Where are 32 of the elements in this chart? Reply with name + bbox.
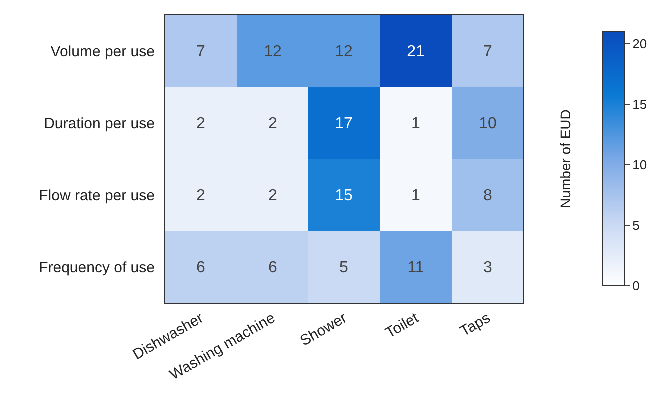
color-bar-title: Number of EUD [557, 110, 574, 208]
data-label: 21 [407, 44, 425, 61]
x-tick-label: Taps [458, 310, 494, 340]
data-label: 2 [196, 116, 206, 133]
data-label: 2 [268, 188, 278, 205]
data-label: 3 [484, 260, 493, 277]
data-label: 12 [335, 44, 353, 61]
y-tick-label: Volume per use [50, 43, 155, 60]
data-label: 2 [268, 116, 278, 133]
color-bar-label: 20 [632, 36, 648, 52]
data-label: 15 [335, 188, 353, 205]
x-tick-label: Toilet [382, 309, 422, 342]
y-tick-label: Frequency of use [39, 259, 155, 276]
color-bar-label: 10 [632, 158, 648, 173]
color-bar-label: 5 [632, 218, 640, 234]
data-label: 7 [484, 44, 493, 61]
data-label: 1 [412, 116, 421, 133]
y-tick-label: Duration per use [44, 115, 155, 132]
data-label: 8 [484, 188, 493, 205]
data-label: 6 [268, 260, 278, 277]
data-label: 7 [196, 44, 206, 61]
data-label: 10 [479, 116, 497, 133]
color-bar-label: 15 [632, 97, 648, 112]
data-label: 5 [340, 260, 349, 277]
color-bar-label: 0 [632, 278, 640, 294]
data-label: 12 [264, 44, 282, 61]
data-label: 6 [196, 260, 206, 277]
data-label: 2 [196, 188, 206, 205]
data-label: 17 [335, 116, 353, 133]
y-tick-label: Flow rate per use [39, 187, 155, 204]
data-label: 11 [408, 260, 424, 277]
data-label: 1 [412, 188, 421, 205]
